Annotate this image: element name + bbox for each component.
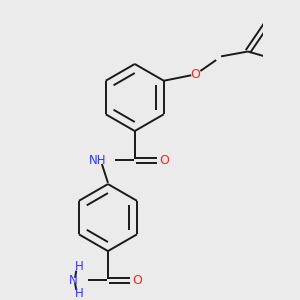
- Text: O: O: [159, 154, 169, 167]
- Text: N: N: [69, 274, 77, 287]
- Text: NH: NH: [88, 154, 106, 167]
- Text: O: O: [132, 274, 142, 287]
- Text: O: O: [190, 68, 200, 81]
- Text: H: H: [75, 260, 84, 273]
- Text: H: H: [75, 287, 84, 300]
